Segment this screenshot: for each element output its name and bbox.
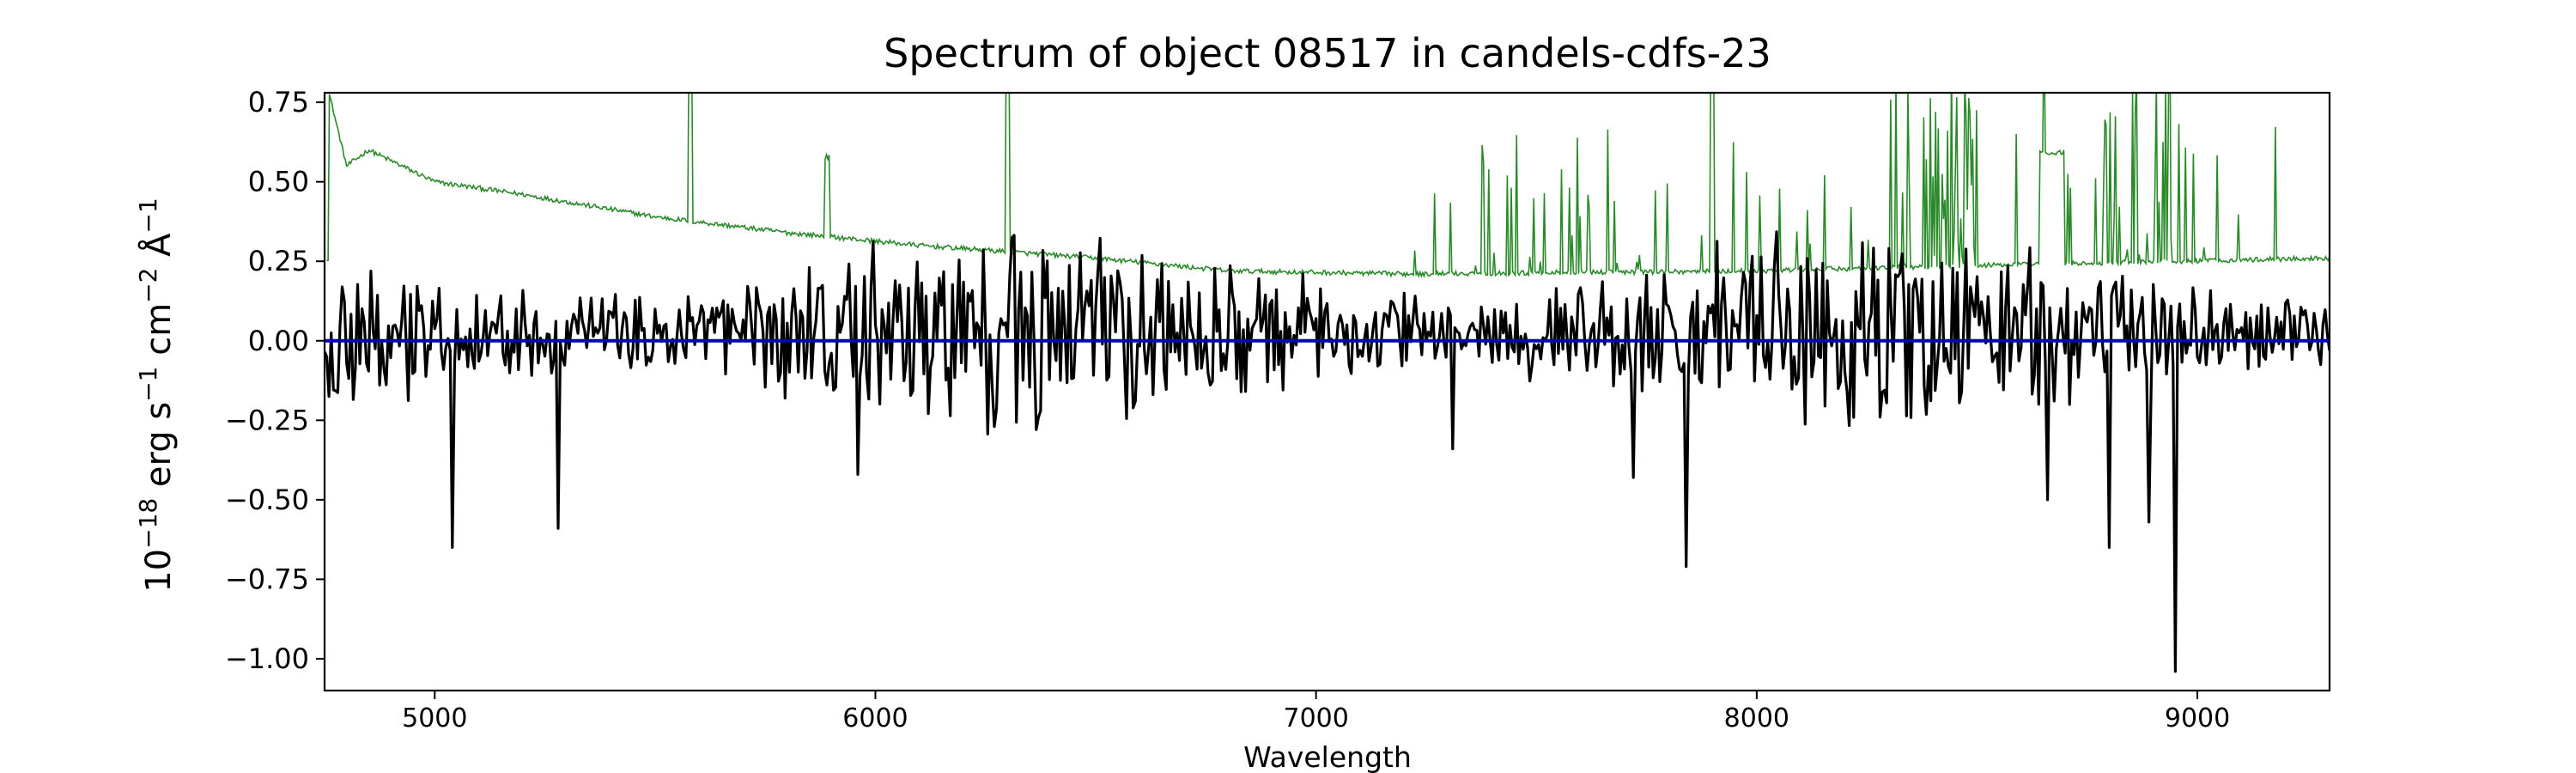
x-tick-label: 7000 [1283,703,1348,733]
y-label-exp: −18 [134,498,162,549]
y-label-unit-cm: cm [139,303,179,367]
y-tick-label: 0.00 [248,325,309,357]
flux-spectrum-line [325,230,2330,673]
y-label-unit-erg: erg s [139,402,179,498]
y-label-base: 10 [139,549,179,593]
x-tick-label: 9000 [2165,703,2230,733]
error-spectrum-line [326,93,2330,279]
plot-area [325,93,2330,673]
y-label-unit-angstrom: Å [137,233,179,268]
chart-title: Spectrum of object 08517 in candels-cdfs… [884,30,1771,76]
y-tick-label: 0.75 [248,86,309,119]
x-tick-label: 5000 [402,703,467,733]
y-axis-label: 10−18 erg s−1 cm−2 Å−1 [134,198,179,593]
x-tick-label: 6000 [842,703,908,733]
x-tick-label: 8000 [1724,703,1789,733]
y-label-angstrom-exp: −1 [134,198,162,233]
y-tick-label: 0.50 [248,166,309,198]
y-tick-label: −1.00 [225,642,309,675]
y-tick-label: 0.25 [248,245,309,277]
axis-ticks: 5000 6000 7000 8000 9000 0.75 0.50 0.25 0.00 −0.2… [225,86,2230,733]
y-tick-label: −0.75 [225,563,309,595]
x-axis-label: Wavelength [1243,740,1412,773]
y-label-s-exp: −1 [134,367,162,402]
y-tick-label: −0.50 [225,484,309,516]
plot-frame [323,91,2331,692]
y-tick-label: −0.25 [225,404,309,436]
y-label-cm-exp: −2 [134,268,162,303]
